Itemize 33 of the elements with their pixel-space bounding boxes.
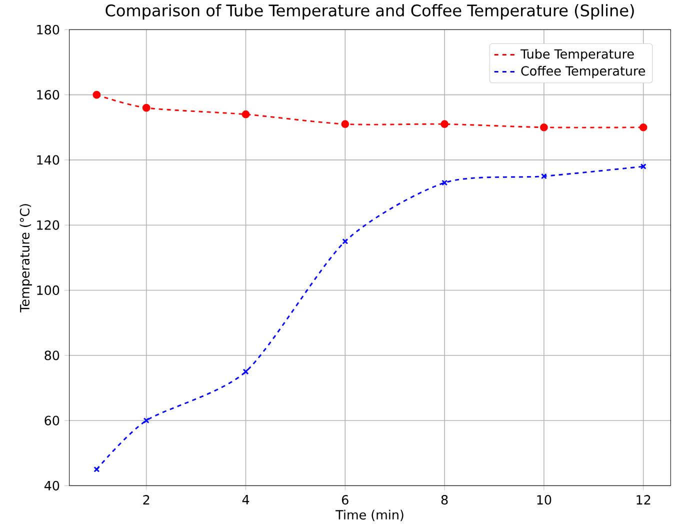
- x-tick-label: 8: [441, 495, 448, 505]
- y-tick-label: 120: [37, 220, 60, 230]
- y-tick-label: 100: [37, 285, 60, 296]
- y-tick-label: 180: [37, 24, 60, 34]
- point: [440, 120, 448, 128]
- x-tick-label: 2: [143, 495, 150, 504]
- y-tick-label: 80: [44, 350, 60, 360]
- point: [640, 163, 646, 170]
- point: [94, 466, 100, 472]
- x-tick-label: 6: [342, 495, 348, 505]
- chart-title: Comparison of Tube Temperature and Coffee Temperature (Spline): [106, 4, 634, 20]
- y-tick-label: 140: [37, 155, 60, 165]
- y-axis-title: Temperature (°C): [20, 204, 32, 312]
- legend-label: Tube Temperature: [520, 48, 634, 62]
- y-tick-label: 160: [37, 90, 60, 100]
- point: [540, 123, 548, 132]
- legend-label: Coffee Temperature: [521, 66, 646, 78]
- point: [442, 180, 448, 186]
- x-axis-title: Time (min): [336, 510, 404, 522]
- point: [341, 120, 350, 128]
- y-tick-label: 60: [44, 416, 60, 426]
- point: [143, 418, 150, 424]
- x-tick-label: 4: [242, 495, 250, 504]
- point: [540, 173, 547, 180]
- y-tick-label: 40: [44, 480, 60, 490]
- point: [92, 90, 101, 99]
- x-tick-label: 12: [636, 495, 650, 504]
- x-tick-label: 10: [537, 495, 552, 505]
- point: [342, 238, 348, 244]
- point: [142, 104, 150, 112]
- point: [242, 368, 249, 375]
- point: [639, 123, 648, 132]
- point: [242, 110, 250, 118]
